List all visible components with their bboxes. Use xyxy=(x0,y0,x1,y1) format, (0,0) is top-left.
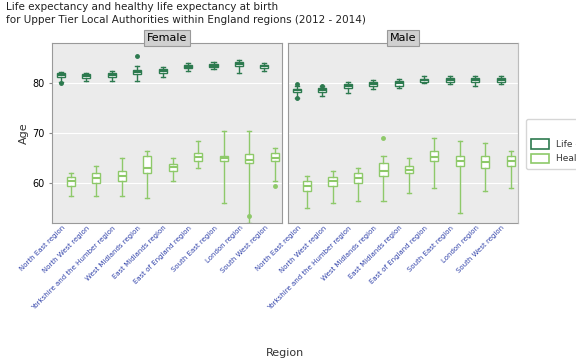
PathPatch shape xyxy=(328,177,336,186)
PathPatch shape xyxy=(210,64,218,67)
Text: Life expectancy and healthy life expectancy at birth
for Upper Tier Local Author: Life expectancy and healthy life expecta… xyxy=(6,2,366,25)
PathPatch shape xyxy=(184,65,192,68)
PathPatch shape xyxy=(169,164,177,171)
PathPatch shape xyxy=(344,84,352,88)
PathPatch shape xyxy=(420,79,429,82)
PathPatch shape xyxy=(446,78,454,82)
PathPatch shape xyxy=(471,78,479,82)
PathPatch shape xyxy=(507,156,515,166)
PathPatch shape xyxy=(82,74,90,78)
PathPatch shape xyxy=(56,73,65,77)
PathPatch shape xyxy=(293,89,301,92)
PathPatch shape xyxy=(133,70,141,74)
PathPatch shape xyxy=(319,88,327,92)
PathPatch shape xyxy=(158,69,166,73)
PathPatch shape xyxy=(430,151,438,161)
Title: Male: Male xyxy=(390,33,416,43)
PathPatch shape xyxy=(143,156,151,173)
PathPatch shape xyxy=(194,153,202,161)
PathPatch shape xyxy=(118,171,126,181)
PathPatch shape xyxy=(219,156,228,161)
PathPatch shape xyxy=(67,177,75,186)
PathPatch shape xyxy=(245,154,253,163)
PathPatch shape xyxy=(354,173,362,183)
Y-axis label: Age: Age xyxy=(19,122,29,144)
PathPatch shape xyxy=(92,173,100,183)
PathPatch shape xyxy=(481,156,490,168)
PathPatch shape xyxy=(405,166,413,173)
PathPatch shape xyxy=(235,62,243,66)
PathPatch shape xyxy=(260,65,268,68)
PathPatch shape xyxy=(108,73,116,77)
PathPatch shape xyxy=(271,153,279,161)
PathPatch shape xyxy=(456,156,464,166)
PathPatch shape xyxy=(380,163,388,176)
PathPatch shape xyxy=(395,81,403,86)
Text: Region: Region xyxy=(266,348,304,358)
Title: Female: Female xyxy=(147,33,187,43)
PathPatch shape xyxy=(303,181,311,191)
PathPatch shape xyxy=(497,78,505,82)
Legend: Life expectancy, Healthy life expectancy: Life expectancy, Healthy life expectancy xyxy=(526,120,576,168)
PathPatch shape xyxy=(369,82,377,86)
